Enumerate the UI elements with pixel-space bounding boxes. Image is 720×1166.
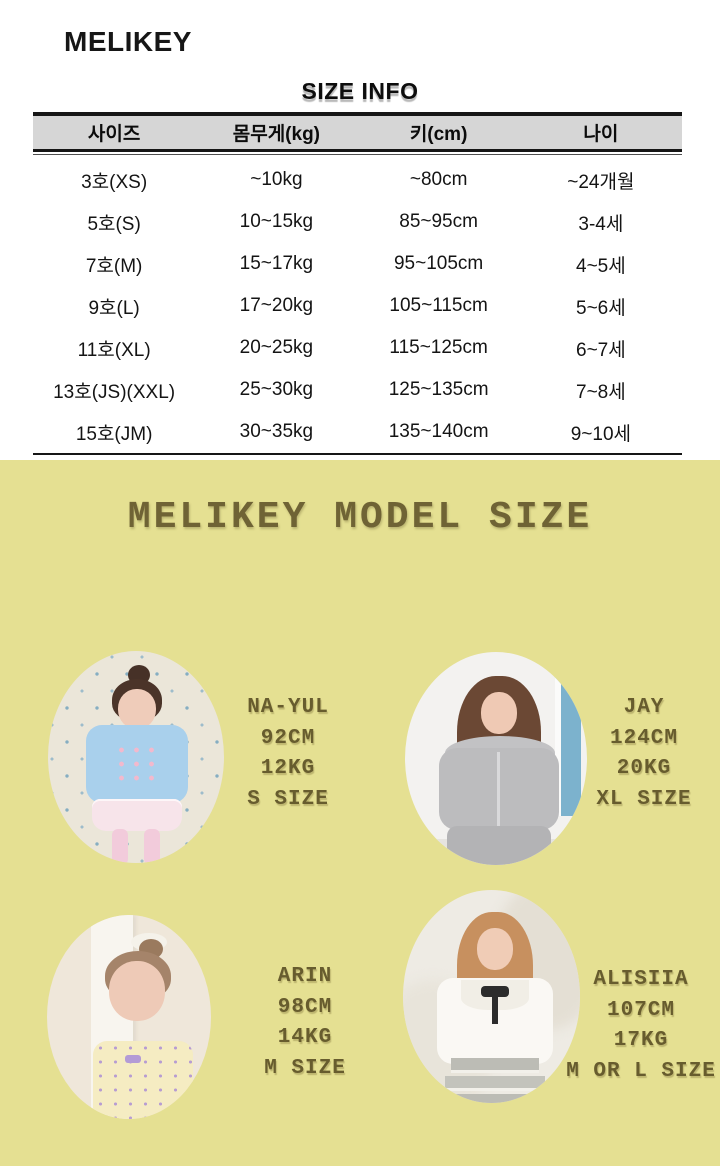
table-cell: 15호(JM) — [75, 423, 153, 445]
header-cell-height: 키(cm) — [409, 124, 468, 145]
table-row: 15호(JM) 30~35kg 135~140cm 9~10세 — [33, 411, 682, 453]
table-cell: ~10kg — [250, 169, 303, 190]
tiered-skirt — [445, 1076, 545, 1091]
model-weight: 14KG — [277, 1026, 333, 1049]
table-cell: 85~95cm — [399, 211, 478, 232]
model-height: 124CM — [609, 726, 678, 750]
table-cell: 105~115cm — [389, 295, 488, 316]
size-table-body: 3호(XS) ~10kg ~80cm ~24개월 5호(S) 10~15kg 8… — [33, 155, 682, 455]
table-cell: 15~17kg — [239, 253, 314, 274]
table-cell: 7~8세 — [576, 381, 626, 403]
table-cell: 115~125cm — [389, 337, 488, 358]
table-cell: 5~6세 — [576, 297, 626, 319]
model-photo-arin — [47, 915, 211, 1119]
model-info-alisiia: ALISIIA 107CM 17KG M OR L SIZE — [550, 965, 720, 1087]
model-name: ARIN — [277, 965, 333, 988]
header-cell-weight: 몸무게(kg) — [232, 124, 321, 145]
table-cell: 95~105cm — [393, 253, 484, 274]
header-cell-size: 사이즈 — [87, 124, 141, 145]
black-bow — [481, 986, 509, 997]
table-cell: 3-4세 — [578, 213, 624, 235]
model-info-arin: ARIN 98CM 14KG M SIZE — [225, 962, 385, 1084]
table-row: 13호(JS)(XXL) 25~30kg 125~135cm 7~8세 — [33, 369, 682, 411]
model-size-title: MELIKEY MODEL SIZE — [127, 496, 593, 539]
purple-bow — [125, 1055, 141, 1063]
leg — [112, 829, 128, 863]
model-name: JAY — [623, 696, 665, 719]
model-photo-nayul — [48, 651, 224, 863]
table-cell: 3호(XS) — [81, 171, 148, 193]
table-cell: 7호(M) — [85, 255, 143, 277]
model-weight: 17KG — [613, 1029, 669, 1052]
table-cell: 13호(JS)(XXL) — [53, 381, 176, 403]
table-cell: 10~15kg — [239, 211, 314, 232]
model-weight: 12KG — [260, 757, 316, 780]
model-size-label: M OR L SIZE — [566, 1059, 716, 1083]
table-cell: 135~140cm — [388, 421, 489, 442]
tiered-skirt — [439, 1094, 551, 1103]
table-cell: ~80cm — [409, 169, 468, 190]
table-cell: 30~35kg — [239, 421, 314, 442]
brand-logo: MELIKEY — [64, 26, 192, 57]
table-cell: 9~10세 — [570, 423, 632, 445]
model-size-label: XL SIZE — [596, 787, 692, 811]
table-row: 9호(L) 17~20kg 105~115cm 5~6세 — [33, 285, 682, 327]
model-height: 98CM — [277, 995, 333, 1019]
model-photo-alisiia — [403, 890, 580, 1103]
table-cell: 125~135cm — [388, 379, 489, 400]
table-row: 11호(XL) 20~25kg 115~125cm 6~7세 — [33, 327, 682, 369]
table-cell: 20~25kg — [239, 337, 314, 358]
model-height: 92CM — [260, 726, 316, 750]
header-cell-age: 나이 — [583, 124, 619, 145]
table-cell: 9호(L) — [88, 297, 140, 319]
model-info-nayul: NA-YUL 92CM 12KG S SIZE — [208, 693, 368, 815]
table-cell: 25~30kg — [239, 379, 314, 400]
model-photo-jay — [405, 652, 587, 865]
gray-skirt — [447, 826, 551, 865]
model-name: NA-YUL — [247, 696, 329, 719]
blue-door — [555, 666, 581, 816]
model-info-jay: JAY 124CM 20KG XL SIZE — [564, 693, 720, 815]
model-height: 107CM — [606, 998, 675, 1022]
table-cell: ~24개월 — [567, 171, 635, 193]
tiered-skirt — [451, 1058, 539, 1073]
table-cell: 17~20kg — [239, 295, 314, 316]
zipper — [497, 752, 500, 826]
size-table-header-row: 사이즈 몸무게(kg) 키(cm) 나이 — [33, 112, 682, 152]
model-size-label: S SIZE — [247, 787, 329, 811]
face — [118, 689, 156, 729]
size-info-title: SIZE INFO — [301, 78, 419, 104]
table-cell: 5호(S) — [87, 213, 141, 235]
tulle-skirt — [92, 799, 182, 831]
leg — [144, 829, 160, 863]
table-cell: 6~7세 — [576, 339, 626, 361]
table-row: 3호(XS) ~10kg ~80cm ~24개월 — [33, 159, 682, 201]
size-table: 사이즈 몸무게(kg) 키(cm) 나이 3호(XS) ~10kg ~80cm … — [33, 112, 682, 455]
table-cell: 4~5세 — [576, 255, 626, 277]
table-row: 5호(S) 10~15kg 85~95cm 3-4세 — [33, 201, 682, 243]
model-size-section: MELIKEY MODEL SIZE NA-YUL 92CM 12KG S SI… — [0, 460, 720, 1166]
model-name: ALISIIA — [593, 968, 689, 991]
model-size-label: M SIZE — [264, 1056, 346, 1080]
floral-top — [93, 1041, 193, 1119]
face — [109, 961, 165, 1021]
table-row: 7호(M) 15~17kg 95~105cm 4~5세 — [33, 243, 682, 285]
face — [477, 928, 513, 970]
table-cell: 11호(XL) — [77, 339, 151, 361]
model-weight: 20KG — [616, 757, 672, 780]
ribbon-tail — [492, 994, 498, 1024]
face — [481, 692, 517, 734]
header-underline — [33, 154, 682, 155]
heart-print — [114, 743, 160, 785]
